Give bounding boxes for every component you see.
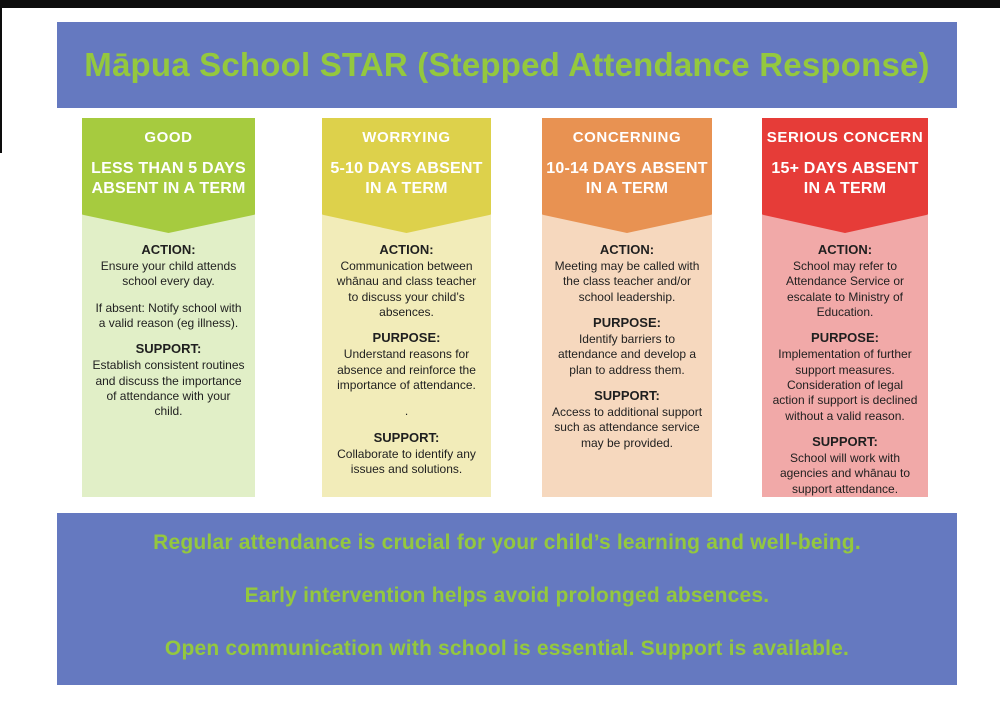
column-days-range: 10-14 DAYS ABSENT IN A TERM: [546, 160, 708, 197]
column-section: SUPPORT: Establish consistent routines an…: [91, 341, 246, 419]
column-body-worrying: ACTION: Communication between whānau and …: [322, 215, 491, 497]
footer-banner: Regular attendance is crucial for your c…: [57, 513, 957, 685]
star-steps-columns: GOOD LESS THAN 5 DAYS ABSENT IN A TERM ACT…: [0, 118, 1000, 498]
column-level-label: SERIOUS CONCERN: [766, 129, 924, 146]
column-level-label: WORRYING: [362, 129, 451, 146]
column-header-serious-concern: SERIOUS CONCERN 15+ DAYS ABSENT IN A TERM: [762, 118, 928, 233]
column-section: ACTION: Meeting may be called with the cl…: [551, 242, 703, 305]
section-text: School may refer to Attendance Service o…: [785, 258, 905, 320]
column-section: ACTION: Communication between whānau and …: [331, 242, 482, 320]
section-text: Ensure your child attends school every d…: [100, 258, 237, 289]
column-header-worrying: WORRYING 5-10 DAYS ABSENT IN A TERM: [322, 118, 491, 233]
section-text: If absent: Notify school with a valid re…: [95, 300, 242, 331]
column-section: ACTION: School may refer to Attendance Se…: [771, 242, 919, 320]
section-text: .: [404, 404, 409, 419]
star-column-worrying: WORRYING 5-10 DAYS ABSENT IN A TERM ACTION…: [322, 118, 491, 497]
section-label: ACTION:: [599, 242, 655, 257]
column-section: SUPPORT: School will work with agencies a…: [771, 434, 919, 497]
section-text: Understand reasons for absence and reinf…: [337, 347, 476, 393]
column-section: SUPPORT: Collaborate to identify any issu…: [331, 429, 482, 478]
section-label: ACTION:: [379, 242, 434, 257]
screenshot-top-border: [0, 0, 1000, 8]
section-label: PURPOSE:: [372, 330, 441, 346]
column-days-range: 5-10 DAYS ABSENT IN A TERM: [330, 160, 483, 197]
column-section: .: [331, 404, 482, 419]
section-label: ACTION:: [817, 242, 873, 257]
section-text: Identify barriers to attendance and deve…: [557, 331, 697, 377]
column-header-concerning: CONCERNING 10-14 DAYS ABSENT IN A TERM: [542, 118, 712, 233]
column-section: PURPOSE: Understand reasons for absence a…: [331, 330, 482, 393]
screenshot-left-border: [0, 8, 2, 153]
column-days-range: LESS THAN 5 DAYS ABSENT IN A TERM: [91, 160, 246, 197]
column-level-label: CONCERNING: [572, 129, 682, 146]
star-column-concerning: CONCERNING 10-14 DAYS ABSENT IN A TERM ACT…: [542, 118, 712, 497]
column-body-good: ACTION: Ensure your child attends school …: [82, 215, 255, 497]
footer-message-1: Regular attendance is crucial for your c…: [153, 531, 861, 554]
section-label: SUPPORT:: [373, 429, 440, 445]
column-section: PURPOSE: Implementation of further suppor…: [771, 330, 919, 424]
section-label: PURPOSE:: [811, 330, 879, 346]
section-label: SUPPORT:: [812, 434, 878, 450]
column-section: SUPPORT: Access to additional support suc…: [551, 388, 703, 451]
section-text: Meeting may be called with the class tea…: [554, 258, 700, 304]
column-section: PURPOSE: Identify barriers to attendance …: [551, 315, 703, 378]
star-column-serious-concern: SERIOUS CONCERN 15+ DAYS ABSENT IN A TERM…: [762, 118, 928, 497]
section-text: Implementation of further support measur…: [772, 347, 918, 423]
section-text: Collaborate to identify any issues and s…: [337, 446, 476, 477]
section-text: Communication between whānau and class t…: [336, 258, 477, 320]
footer-message-2: Early intervention helps avoid prolonged…: [244, 584, 770, 608]
section-label: PURPOSE:: [593, 315, 661, 331]
column-section: ACTION: Ensure your child attends school …: [91, 242, 246, 290]
column-level-label: GOOD: [144, 129, 193, 146]
section-text: School will work with agencies and whāna…: [779, 451, 911, 496]
section-label: SUPPORT:: [135, 341, 202, 357]
footer-message-3: Open communication with school is essent…: [164, 637, 850, 661]
section-text: Access to additional support such as att…: [551, 404, 703, 450]
title-banner: Māpua School STAR (Stepped Attendance Re…: [57, 22, 957, 108]
section-text: Establish consistent routines and discus…: [92, 358, 245, 419]
star-column-good: GOOD LESS THAN 5 DAYS ABSENT IN A TERM ACT…: [82, 118, 255, 497]
column-body-serious-concern: ACTION: School may refer to Attendance Se…: [762, 215, 928, 497]
column-body-concerning: ACTION: Meeting may be called with the cl…: [542, 215, 712, 497]
section-label: SUPPORT:: [594, 388, 660, 404]
column-section: If absent: Notify school with a valid re…: [91, 301, 246, 332]
section-label: ACTION:: [141, 242, 196, 257]
column-header-good: GOOD LESS THAN 5 DAYS ABSENT IN A TERM: [82, 118, 255, 233]
page-title: Māpua School STAR (Stepped Attendance Re…: [84, 46, 930, 83]
column-days-range: 15+ DAYS ABSENT IN A TERM: [771, 160, 919, 197]
